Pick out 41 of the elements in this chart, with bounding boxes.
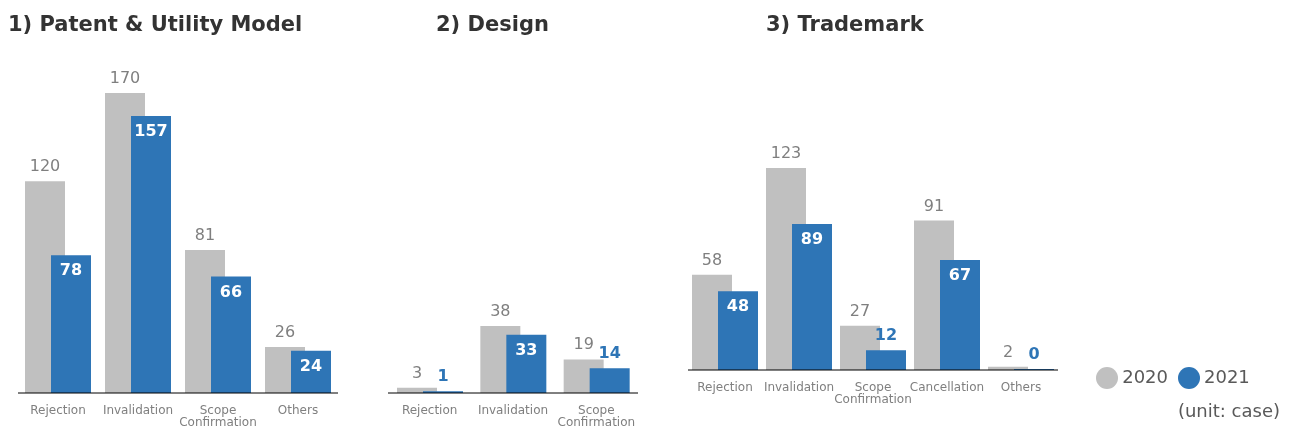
x-tick-label: Scope Confirmation bbox=[179, 402, 257, 429]
x-tick-label: Rejection bbox=[30, 402, 86, 417]
data-label: 12 bbox=[874, 325, 898, 345]
data-label: 67 bbox=[948, 265, 972, 285]
data-label: 170 bbox=[109, 68, 141, 87]
x-tick-label: Scope Confirmation bbox=[557, 402, 636, 429]
data-label: 58 bbox=[701, 249, 723, 269]
chart-title: 2) Design bbox=[436, 12, 549, 36]
data-label: 19 bbox=[573, 334, 594, 354]
data-label: 27 bbox=[849, 300, 871, 320]
legend-label: 2020 bbox=[1122, 366, 1168, 387]
data-label: 157 bbox=[134, 120, 168, 140]
data-label: 3 bbox=[411, 362, 423, 382]
data-label: 38 bbox=[490, 300, 511, 320]
x-tick-label: Rejection bbox=[697, 379, 753, 394]
data-label: 89 bbox=[800, 228, 824, 248]
data-label: 120 bbox=[29, 156, 61, 176]
data-label: 26 bbox=[274, 322, 296, 342]
chart-title: 3) Trademark bbox=[766, 12, 924, 36]
x-tick-label: Others bbox=[277, 402, 319, 417]
data-label: 1 bbox=[437, 366, 449, 386]
data-label: 123 bbox=[770, 143, 802, 163]
chart-title: 1) Patent & Utility Model bbox=[8, 12, 303, 36]
data-label: 14 bbox=[598, 343, 621, 363]
data-label: 33 bbox=[515, 339, 538, 359]
x-tick-label: Rejection bbox=[401, 402, 458, 417]
x-tick-label: Invalidation bbox=[763, 379, 835, 394]
data-label: 78 bbox=[59, 260, 83, 280]
x-tick-label: Others bbox=[1000, 379, 1042, 394]
x-tick-label: Cancellation bbox=[909, 379, 985, 394]
data-label: 81 bbox=[194, 225, 216, 245]
legend-label: 2021 bbox=[1204, 366, 1250, 387]
data-label: 66 bbox=[219, 281, 243, 301]
data-label: 2 bbox=[1002, 341, 1014, 361]
data-label: 48 bbox=[726, 296, 750, 316]
x-tick-label: Invalidation bbox=[102, 402, 174, 417]
data-label: 24 bbox=[299, 355, 323, 375]
data-label: 91 bbox=[923, 195, 945, 215]
data-label: 0 bbox=[1028, 344, 1040, 363]
text: (unit: case) bbox=[1177, 400, 1280, 421]
x-tick-label: Invalidation bbox=[477, 402, 549, 417]
